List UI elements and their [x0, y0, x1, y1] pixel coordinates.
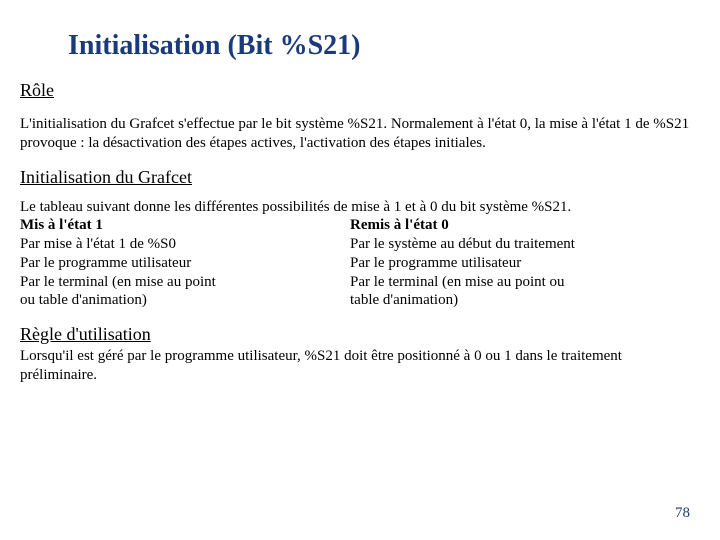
- table-cell-left: Par le terminal (en mise au point: [20, 273, 350, 292]
- rule-paragraph: Lorsqu'il est géré par le programme util…: [20, 347, 700, 385]
- role-heading: Rôle: [20, 80, 700, 101]
- table-cell-right: Par le système au début du traitement: [350, 235, 700, 254]
- table-header-left: Mis à l'état 1: [20, 216, 350, 235]
- rule-heading: Règle d'utilisation: [20, 324, 151, 345]
- table-cell-right: Par le terminal (en mise au point ou: [350, 273, 700, 292]
- init-heading: Initialisation du Grafcet: [20, 167, 700, 188]
- page-number: 78: [675, 505, 690, 522]
- table-header-right: Remis à l'état 0: [350, 216, 700, 235]
- table-cell-right: Par le programme utilisateur: [350, 254, 700, 273]
- table-cell-left: Par le programme utilisateur: [20, 254, 350, 273]
- page-title: Initialisation (Bit %S21): [68, 30, 700, 62]
- init-intro: Le tableau suivant donne les différentes…: [20, 198, 700, 217]
- table-cell-right: table d'animation): [350, 291, 700, 310]
- table-cell-left: ou table d'animation): [20, 291, 350, 310]
- table-cell-left: Par mise à l'état 1 de %S0: [20, 235, 350, 254]
- init-table: Le tableau suivant donne les différentes…: [20, 198, 700, 311]
- role-paragraph: L'initialisation du Grafcet s'effectue p…: [20, 115, 700, 153]
